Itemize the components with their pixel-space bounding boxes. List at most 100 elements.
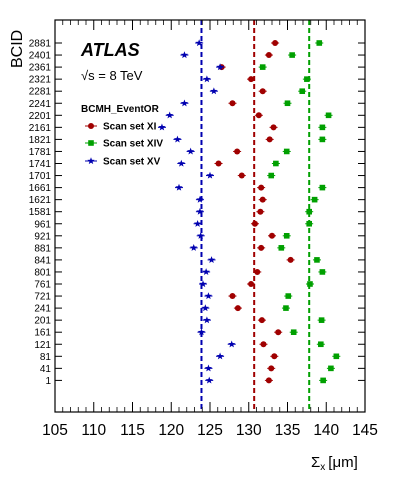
data-point <box>299 88 306 94</box>
y-tick-label: 2201 <box>29 111 52 122</box>
y-tick-label: 721 <box>34 292 51 303</box>
plot-frame <box>54 19 366 413</box>
y-tick-label: 761 <box>34 280 51 291</box>
data-point <box>248 281 255 287</box>
data-point <box>158 123 166 131</box>
data-point <box>304 76 310 82</box>
y-tick-label: 1821 <box>29 135 52 146</box>
data-point <box>175 183 183 191</box>
data-point <box>319 269 326 275</box>
y-tick-label: 1701 <box>29 171 52 182</box>
data-point <box>216 352 224 360</box>
data-point <box>187 147 195 155</box>
data-point <box>259 88 266 95</box>
x-tick-label: 145 <box>352 422 378 439</box>
x-tick-label: 105 <box>42 422 68 439</box>
x-tick-label: 120 <box>158 422 184 439</box>
data-point <box>289 52 295 58</box>
data-point <box>258 317 265 324</box>
y-tick-label: 241 <box>34 304 51 315</box>
data-point <box>204 364 213 372</box>
data-point <box>284 100 291 107</box>
data-point <box>259 196 266 203</box>
data-point <box>193 219 202 227</box>
data-point <box>206 171 214 179</box>
atlas-label: ATLAS <box>80 40 140 60</box>
data-point <box>238 172 245 179</box>
data-point <box>228 340 236 348</box>
data-point <box>287 256 294 263</box>
data-point <box>203 316 211 324</box>
data-point <box>307 281 313 287</box>
y-tick-label: 2321 <box>29 75 52 86</box>
y-tick-label: 1581 <box>29 207 52 218</box>
data-point <box>196 207 204 215</box>
legend-title: BCMH_EventOR <box>81 104 160 115</box>
legend-label: Scan set XV <box>103 157 161 168</box>
y-tick-label: 1781 <box>29 147 52 158</box>
data-point <box>271 353 278 360</box>
data-point <box>204 292 213 300</box>
data-point <box>260 341 267 348</box>
x-tick-label: 115 <box>120 422 145 439</box>
data-point <box>210 87 218 95</box>
data-point <box>306 220 312 227</box>
data-point <box>248 76 255 83</box>
data-point <box>177 159 185 167</box>
data-point <box>265 377 272 384</box>
data-point <box>283 233 290 239</box>
data-point <box>195 39 203 47</box>
data-points <box>157 39 341 384</box>
legend-label: Scan set XIV <box>103 139 163 150</box>
data-point <box>283 305 289 311</box>
legend-label: Scan set XI <box>103 122 157 133</box>
data-point <box>319 184 326 191</box>
data-point <box>268 172 275 179</box>
data-point <box>318 317 325 323</box>
data-point <box>273 160 279 167</box>
data-point <box>269 232 275 239</box>
y-tick-label: 1661 <box>29 183 52 194</box>
data-point <box>319 136 326 143</box>
data-point <box>251 220 258 227</box>
data-point <box>207 256 216 263</box>
y-tick-label: 201 <box>34 316 51 327</box>
data-point <box>319 124 326 131</box>
y-tick-label: 1 <box>45 376 51 387</box>
x-axis-subscript: x <box>320 462 325 473</box>
x-tick-label: 125 <box>197 422 223 439</box>
data-point <box>318 341 324 348</box>
data-point <box>316 40 323 46</box>
data-point <box>328 365 334 372</box>
data-point <box>320 377 326 384</box>
data-point <box>205 376 213 384</box>
data-point <box>272 40 279 46</box>
y-tick-label: 961 <box>34 219 51 230</box>
x-tick-labels: 105 110 115 120 125 130 135 140 145 <box>42 422 378 439</box>
data-point <box>333 353 340 360</box>
x-tick-label: 110 <box>81 422 106 439</box>
y-tick-label: 841 <box>34 255 51 266</box>
data-point <box>259 64 266 70</box>
x-axis-title: Σx [μm] <box>311 454 358 473</box>
y-tick-label: 921 <box>34 231 51 242</box>
data-point <box>265 52 272 59</box>
legend: Scan set XI Scan set XIV Scan set XV <box>85 122 163 168</box>
data-point <box>199 280 207 288</box>
y-tick-label: 121 <box>34 340 51 351</box>
axis-ticks <box>54 20 366 412</box>
data-point <box>257 208 264 215</box>
data-point <box>311 196 318 203</box>
data-point <box>266 136 273 143</box>
data-point <box>166 111 174 119</box>
data-point <box>283 148 290 155</box>
x-axis-symbol: Σ <box>311 454 320 471</box>
y-axis-title: BCID <box>9 30 26 68</box>
y-tick-label: 2361 <box>29 63 52 74</box>
data-point <box>254 268 261 275</box>
data-point <box>197 232 205 239</box>
data-point <box>268 365 275 372</box>
y-tick-label: 881 <box>34 243 51 254</box>
y-tick-label: 1621 <box>29 195 52 206</box>
